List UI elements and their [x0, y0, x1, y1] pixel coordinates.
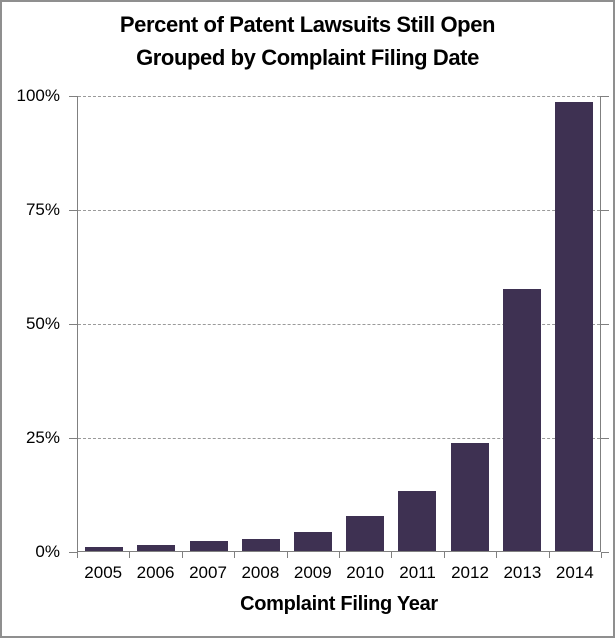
y-axis-tick: [69, 438, 77, 439]
y-tick-label-50: 50%: [25, 314, 60, 333]
gridline-25: [78, 438, 600, 439]
bar-2008: [241, 538, 280, 551]
x-tick-label-2007: 2007: [189, 563, 227, 582]
x-tick-label-2006: 2006: [136, 563, 175, 582]
x-tick-label-2008: 2008: [241, 563, 280, 582]
right-axis-tick: [601, 552, 609, 553]
y-axis-tick: [69, 96, 77, 97]
chart-title-line-2: Grouped by Complaint Filing Date: [136, 45, 479, 70]
x-axis-tick: [339, 552, 340, 558]
bar-2009: [293, 532, 332, 551]
y-axis-tick: [69, 210, 77, 211]
right-axis-tick: [601, 96, 609, 97]
bar-2012: [450, 442, 489, 551]
bar-slot-2011: [391, 96, 443, 551]
bar-slot-2013: [496, 96, 548, 551]
bar-2005: [85, 546, 124, 551]
bar-slot-2008: [235, 96, 287, 551]
gridline-100: [78, 96, 600, 97]
x-tick-label-2010: 2010: [346, 563, 385, 582]
y-tick-label-0: 0%: [35, 542, 60, 561]
x-axis-tick: [601, 552, 602, 558]
bar-2007: [189, 541, 228, 551]
bar-slot-2012: [443, 96, 495, 551]
y-tick-label-25: 25%: [25, 428, 60, 447]
right-axis-tick: [601, 438, 609, 439]
bar-2013: [502, 288, 541, 551]
bar-slot-2006: [130, 96, 182, 551]
x-tick-label-2014: 2014: [555, 563, 594, 582]
y-axis-tick: [69, 552, 77, 553]
x-tick-label-2005: 2005: [84, 563, 123, 582]
bar-2006: [137, 544, 176, 551]
y-axis-tick: [69, 324, 77, 325]
x-axis-tick: [181, 552, 183, 558]
gridline-75: [78, 210, 600, 211]
x-axis-tick: [496, 552, 498, 558]
x-axis-tick: [443, 552, 445, 558]
x-tick-label-2011: 2011: [399, 563, 436, 582]
bar-slot-2009: [287, 96, 339, 551]
bar-slot-2007: [182, 96, 234, 551]
bar-slot-2010: [339, 96, 391, 551]
chart-title-line-1: Percent of Patent Lawsuits Still Open: [119, 12, 496, 37]
y-tick-label-75: 75%: [25, 200, 60, 219]
x-tick-label-2012: 2012: [451, 563, 489, 582]
right-axis-tick: [601, 324, 609, 325]
x-tick-label-2009: 2009: [293, 563, 332, 582]
y-tick-label-100: 100%: [16, 86, 60, 105]
x-axis-tick: [286, 552, 288, 558]
bar-2010: [346, 516, 385, 551]
bar-series: [78, 96, 600, 551]
bar-slot-2005: [78, 96, 130, 551]
gridline-50: [78, 324, 600, 325]
bar-2014: [554, 101, 593, 551]
bar-slot-2014: [548, 96, 600, 551]
right-axis-tick: [601, 210, 609, 211]
x-axis-title: Complaint Filing Year: [240, 593, 438, 615]
plot-area: [77, 96, 601, 552]
x-tick-label-2013: 2013: [503, 563, 542, 582]
x-axis-tick: [234, 552, 236, 558]
x-axis-tick: [129, 552, 131, 558]
x-axis-tick: [77, 552, 78, 558]
bar-2011: [398, 490, 437, 551]
x-axis-tick: [548, 552, 550, 558]
chart-title: Percent of Patent Lawsuits Still Open Gr…: [0, 8, 615, 74]
x-axis-tick: [391, 552, 393, 558]
